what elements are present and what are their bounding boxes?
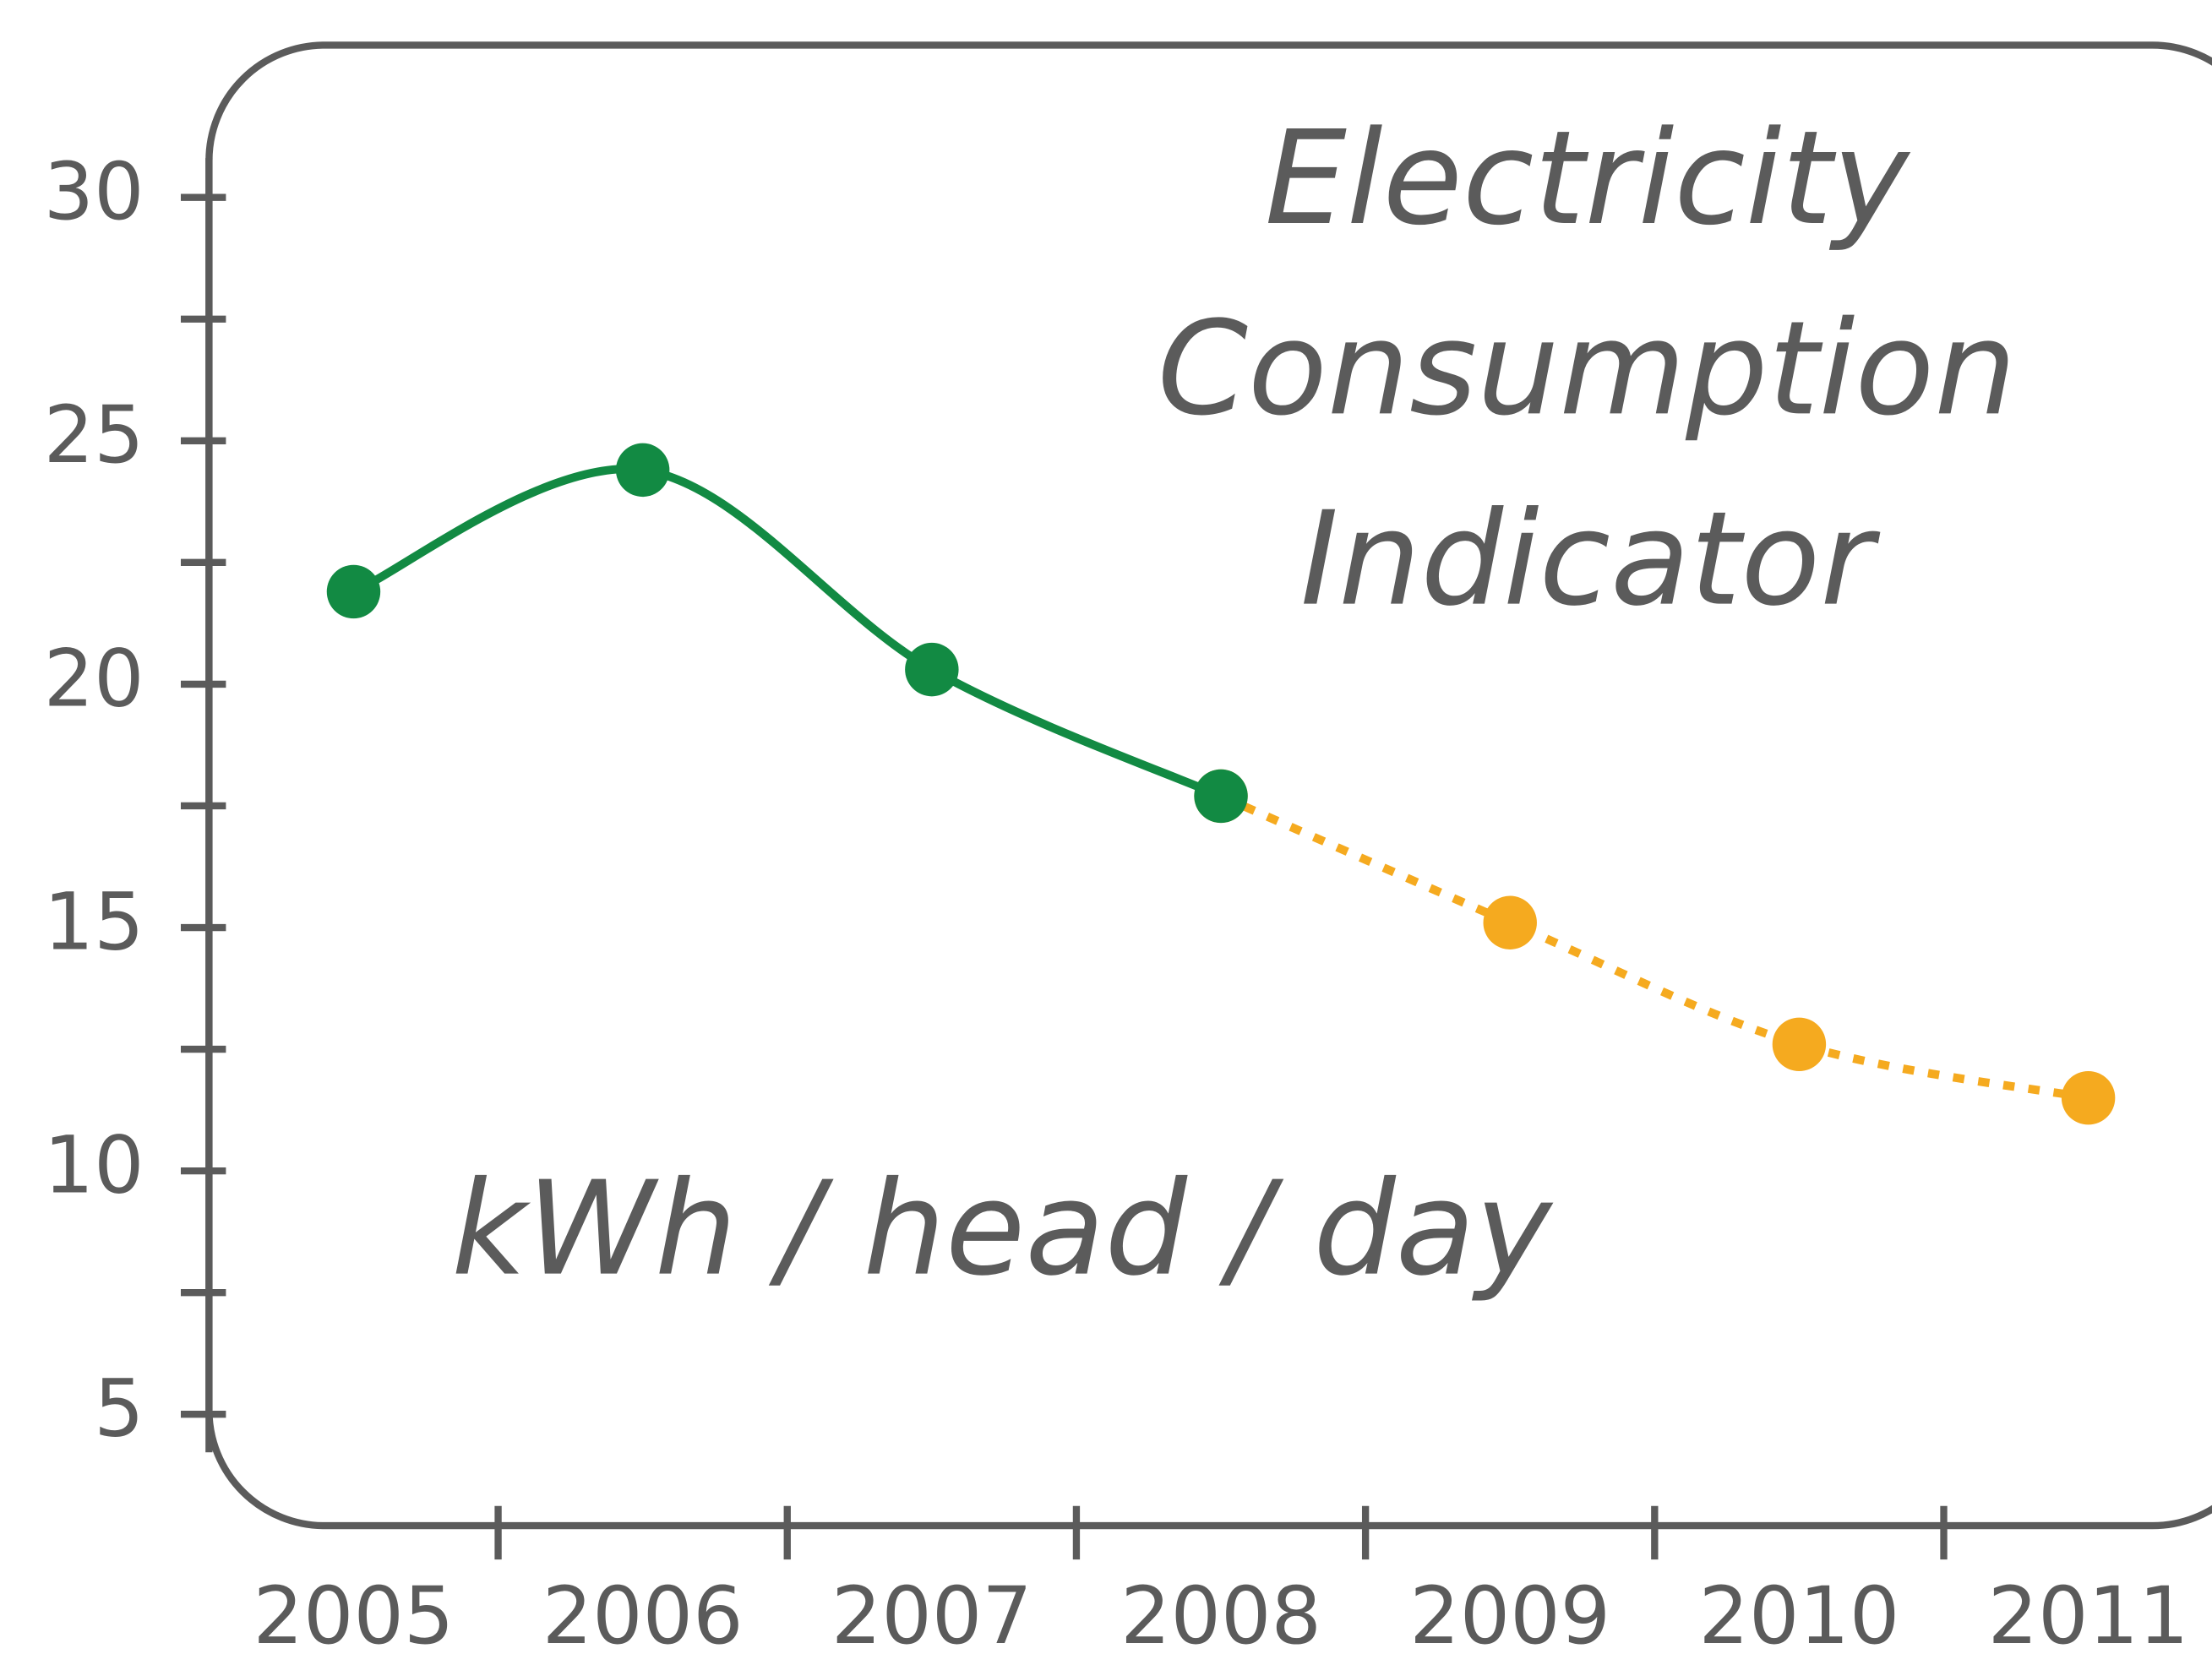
data-point [1483, 895, 1537, 949]
chart-title: Indicator [1300, 484, 1881, 635]
data-point [615, 443, 670, 498]
y-tick-label: 20 [44, 633, 144, 725]
x-tick-label: 2006 [542, 1570, 744, 1654]
x-tick-label: 2005 [253, 1570, 455, 1654]
chart-title: Electricity [1265, 103, 1911, 254]
series-line [351, 465, 1223, 801]
series-line [1219, 792, 2089, 1102]
x-tick-label: 2010 [1698, 1570, 1899, 1654]
x-tick-label: 2007 [831, 1570, 1032, 1654]
x-tick-label: 2008 [1120, 1570, 1321, 1654]
y-tick-label: 25 [44, 389, 144, 482]
data-point [326, 564, 381, 619]
data-point [1194, 769, 1248, 824]
y-tick-label: 15 [44, 876, 144, 968]
y-axis-label: kWh / head / day [451, 1154, 1554, 1305]
x-tick-label: 2011 [1988, 1570, 2189, 1654]
y-tick-label: 30 [44, 146, 144, 238]
data-point [905, 642, 959, 697]
y-tick-label: 10 [44, 1120, 144, 1212]
x-tick-label: 2009 [1409, 1570, 1610, 1654]
y-tick-label: 5 [94, 1363, 144, 1455]
data-point [2061, 1070, 2116, 1125]
chart-title: Consumption [1158, 293, 2017, 444]
data-point [1772, 1017, 1827, 1072]
